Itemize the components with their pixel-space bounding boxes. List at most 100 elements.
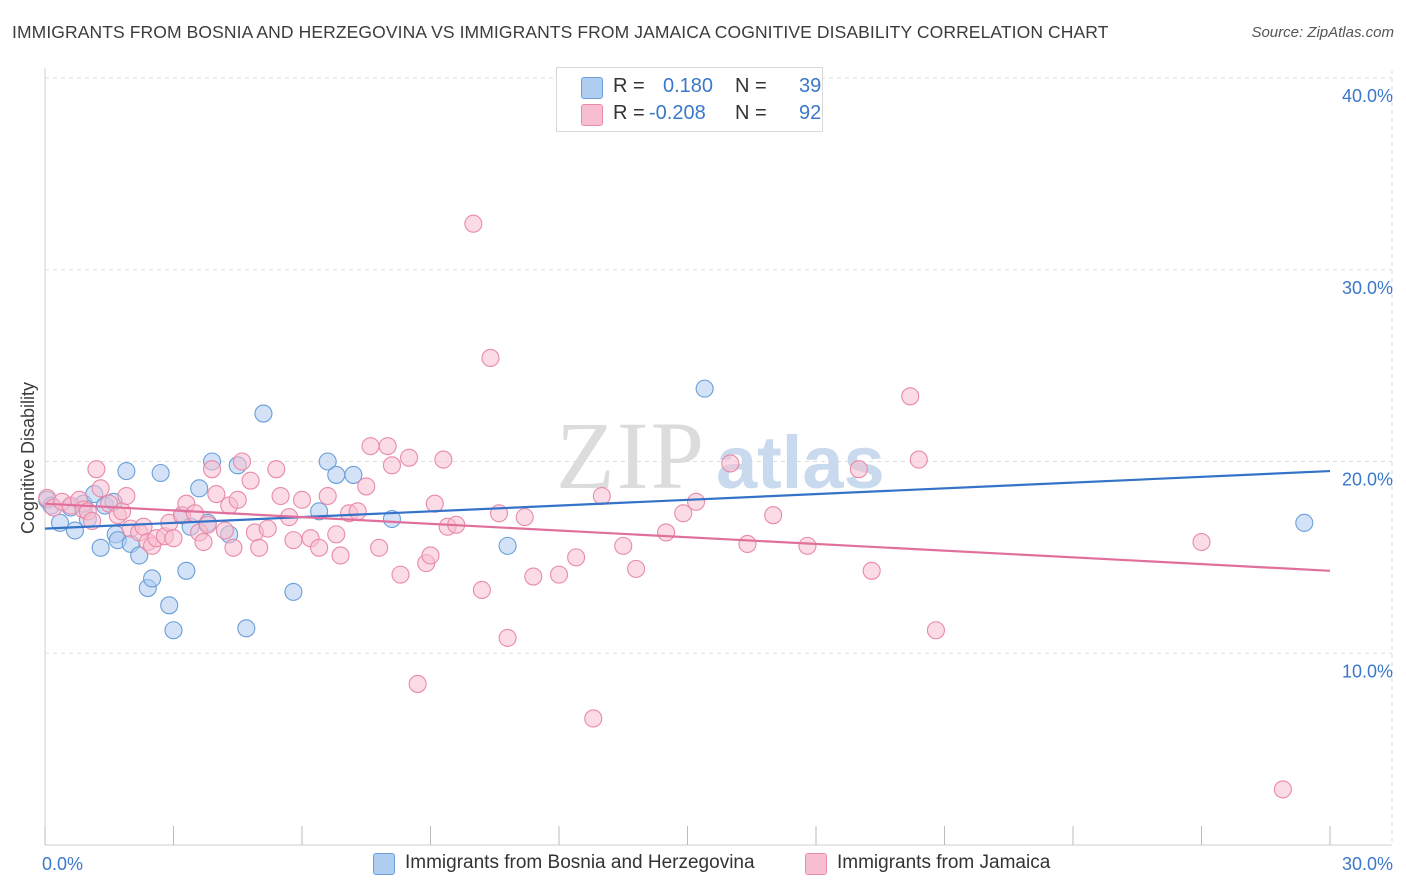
jamaica-point	[721, 454, 740, 473]
source-label: Source: ZipAtlas.com	[1251, 24, 1394, 41]
bottom-legend-swatch-jamaica	[805, 853, 827, 875]
y-tick-label: 20.0%	[1342, 470, 1393, 490]
jamaica-point	[258, 519, 277, 538]
jamaica-point	[357, 477, 376, 496]
jamaica-point	[83, 511, 102, 530]
bosnia-point	[164, 621, 183, 640]
bosnia-point	[151, 463, 170, 483]
jamaica-point	[421, 546, 440, 565]
jamaica-point	[674, 504, 693, 523]
legend-swatch-bosnia	[581, 77, 603, 99]
jamaica-point	[464, 214, 483, 233]
jamaica-point	[926, 621, 945, 640]
jamaica-point	[472, 580, 491, 600]
jamaica-point	[310, 538, 329, 557]
jamaica-point	[292, 490, 312, 509]
series-jamaica-points	[38, 214, 1292, 799]
jamaica-point	[434, 450, 453, 469]
jamaica-point	[515, 508, 534, 527]
jamaica-point	[408, 674, 427, 693]
bosnia-point	[498, 536, 517, 555]
jamaica-point	[361, 437, 380, 456]
bosnia-point	[91, 538, 110, 557]
jamaica-point	[909, 450, 928, 469]
watermark-zip: ZIP	[556, 402, 706, 509]
bottom-legend-label-bosnia: Immigrants from Bosnia and Herzegovina	[405, 852, 755, 873]
bosnia-point	[327, 465, 346, 484]
legend-n-value: 92	[799, 102, 822, 124]
jamaica-point	[567, 548, 586, 567]
jamaica-point	[318, 486, 337, 506]
bosnia-point	[695, 379, 714, 398]
jamaica-point	[1273, 780, 1292, 799]
jamaica-point	[862, 561, 881, 580]
jamaica-point	[382, 456, 402, 475]
jamaica-point	[198, 515, 217, 534]
jamaica-point	[370, 538, 389, 557]
jamaica-point	[241, 471, 260, 490]
jamaica-point	[549, 565, 569, 584]
jamaica-point	[687, 492, 706, 511]
jamaica-point	[627, 559, 646, 578]
bottom-legend-swatch-bosnia	[373, 853, 395, 875]
axes	[44, 68, 1392, 846]
legend-n-label: N =	[735, 102, 767, 124]
correlation-legend: R = 0.180 N = 39 R = -0.208 N = 92	[556, 67, 823, 132]
jamaica-point	[87, 460, 106, 479]
jamaica-point	[1192, 532, 1211, 552]
bosnia-point	[237, 619, 256, 638]
legend-r-label: R =	[613, 102, 645, 124]
grid-lines	[45, 70, 1393, 845]
jamaica-point	[224, 538, 243, 557]
bosnia-point	[143, 569, 162, 588]
jamaica-point	[391, 565, 410, 584]
bosnia-point	[254, 404, 273, 423]
legend-r-label: R =	[613, 75, 645, 97]
trend-line-bosnia	[44, 469, 1331, 530]
jamaica-point	[284, 531, 303, 550]
jamaica-point	[378, 437, 397, 456]
jamaica-point	[524, 567, 543, 586]
jamaica-point	[91, 479, 110, 498]
jamaica-point	[481, 348, 500, 368]
bottom-legend-label-jamaica: Immigrants from Jamaica	[837, 852, 1051, 873]
bosnia-point	[160, 596, 179, 615]
jamaica-point	[207, 485, 226, 504]
bosnia-point	[1295, 513, 1314, 532]
jamaica-point	[194, 532, 213, 552]
trend-line-jamaica	[44, 502, 1331, 572]
legend-swatch-jamaica	[581, 104, 603, 126]
jamaica-point	[232, 452, 252, 471]
bosnia-point	[117, 462, 136, 481]
jamaica-point	[614, 536, 633, 555]
jamaica-point	[164, 529, 183, 548]
legend-n-value: 39	[799, 75, 822, 97]
jamaica-point	[117, 486, 136, 506]
legend-r-value: 0.180	[663, 75, 714, 97]
jamaica-point	[738, 534, 757, 554]
jamaica-point	[849, 460, 868, 479]
jamaica-point	[764, 506, 783, 525]
jamaica-point	[203, 460, 222, 479]
x-tick-label: 0.0%	[42, 854, 83, 874]
jamaica-point	[215, 521, 234, 540]
y-tick-label: 30.0%	[1342, 278, 1393, 298]
chart-title: IMMIGRANTS FROM BOSNIA AND HERZEGOVINA V…	[12, 22, 1109, 42]
bosnia-point	[318, 452, 337, 471]
jamaica-point	[267, 460, 286, 479]
tick-labels: 10.0% 20.0% 30.0% 40.0% 0.0% 30.0%	[42, 86, 1393, 874]
jamaica-point	[271, 486, 290, 506]
y-tick-label: 40.0%	[1342, 86, 1393, 106]
bosnia-point	[344, 465, 363, 484]
bosnia-point	[284, 582, 303, 601]
watermark: ZIP atlas	[556, 402, 885, 509]
bosnia-point	[177, 561, 196, 580]
legend-n-label: N =	[735, 75, 767, 97]
jamaica-point	[250, 538, 269, 557]
legend-r-value: -0.208	[649, 102, 706, 124]
jamaica-point	[901, 387, 920, 406]
bosnia-point	[382, 509, 402, 529]
bosnia-point	[190, 479, 209, 498]
jamaica-point	[400, 448, 419, 467]
